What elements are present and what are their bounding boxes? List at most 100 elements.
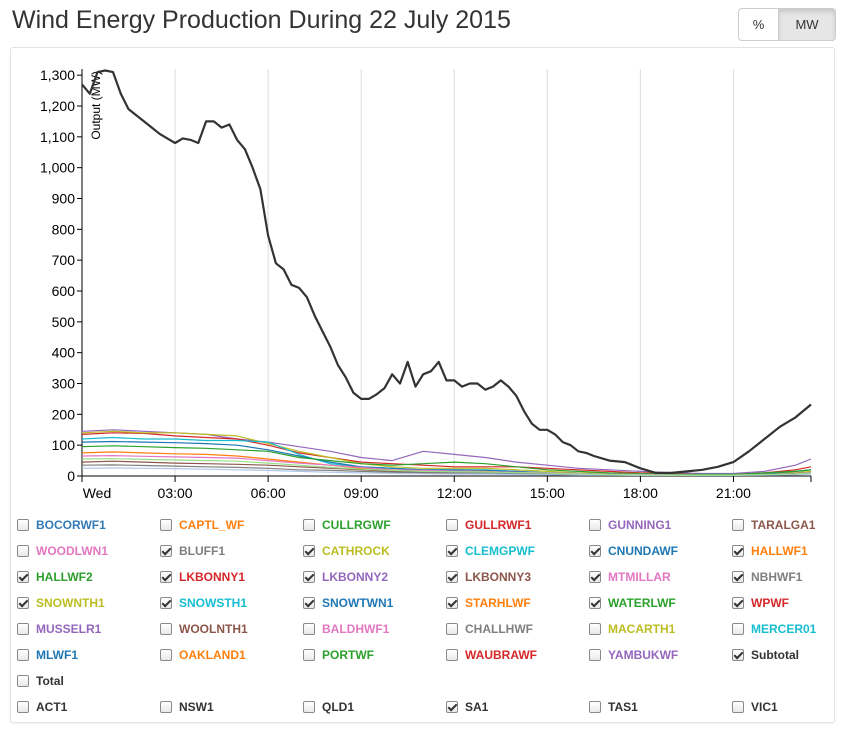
legend-item-gullrwf1[interactable]: GULLRWF1	[446, 518, 531, 532]
legend-checkbox[interactable]	[303, 597, 315, 609]
legend-item-snownth1[interactable]: SNOWNTH1	[17, 596, 105, 610]
legend-checkbox[interactable]	[17, 701, 29, 713]
legend-checkbox[interactable]	[303, 545, 315, 557]
legend-checkbox[interactable]	[446, 597, 458, 609]
legend-item-wpwf[interactable]: WPWF	[732, 596, 789, 610]
legend-label: CAPTL_WF	[179, 518, 245, 532]
legend-item-portwf[interactable]: PORTWF	[303, 648, 374, 662]
legend-checkbox[interactable]	[17, 519, 29, 531]
legend-checkbox[interactable]	[732, 545, 744, 557]
legend-checkbox[interactable]	[732, 597, 744, 609]
legend-item-starhlwf[interactable]: STARHLWF	[446, 596, 531, 610]
legend-checkbox[interactable]	[17, 623, 29, 635]
legend-checkbox[interactable]	[17, 545, 29, 557]
legend-checkbox[interactable]	[160, 545, 172, 557]
legend-item-tas1[interactable]: TAS1	[589, 700, 638, 714]
legend-checkbox[interactable]	[17, 597, 29, 609]
legend-checkbox[interactable]	[303, 571, 315, 583]
legend-checkbox[interactable]	[589, 623, 601, 635]
legend-item-nsw1[interactable]: NSW1	[160, 700, 214, 714]
legend-label: LKBONNY3	[465, 570, 532, 584]
legend-item-cnundawf[interactable]: CNUNDAWF	[589, 544, 678, 558]
legend-checkbox[interactable]	[732, 701, 744, 713]
legend-item-woodlwn1[interactable]: WOODLWN1	[17, 544, 108, 558]
legend-item-vic1[interactable]: VIC1	[732, 700, 778, 714]
wind-output-chart: 0 100 200 300 400 500 600 700 800 900 1,000 1,100 1,…	[40, 67, 812, 500]
legend-item-total[interactable]: Total	[17, 674, 64, 688]
legend-checkbox[interactable]	[160, 623, 172, 635]
legend-item-cathrock[interactable]: CATHROCK	[303, 544, 390, 558]
legend-checkbox[interactable]	[446, 701, 458, 713]
legend-checkbox[interactable]	[589, 545, 601, 557]
legend-item-mtmillar[interactable]: MTMILLAR	[589, 570, 671, 584]
legend-checkbox[interactable]	[160, 701, 172, 713]
x-tick-label: 09:00	[344, 485, 379, 500]
legend-item-sa1[interactable]: SA1	[446, 700, 488, 714]
mw-button[interactable]: MW	[779, 8, 836, 41]
legend-item-oakland1[interactable]: OAKLAND1	[160, 648, 246, 662]
legend-item-bocorwf1[interactable]: BOCORWF1	[17, 518, 106, 532]
legend-item-act1[interactable]: ACT1	[17, 700, 67, 714]
legend-checkbox[interactable]	[303, 519, 315, 531]
legend-item-mlwf1[interactable]: MLWF1	[17, 648, 78, 662]
legend-item-lkbonny1[interactable]: LKBONNY1	[160, 570, 245, 584]
legend-checkbox[interactable]	[589, 649, 601, 661]
legend-item-lkbonny2[interactable]: LKBONNY2	[303, 570, 388, 584]
legend-item-woolnth1[interactable]: WOOLNTH1	[160, 622, 248, 636]
legend-item-waubrawf[interactable]: WAUBRAWF	[446, 648, 537, 662]
legend-item-baldhwf1[interactable]: BALDHWF1	[303, 622, 389, 636]
legend-checkbox[interactable]	[160, 649, 172, 661]
legend-item-cullrgwf[interactable]: CULLRGWF	[303, 518, 391, 532]
legend-checkbox[interactable]	[446, 649, 458, 661]
legend-item-hallwf1[interactable]: HALLWF1	[732, 544, 808, 558]
legend-checkbox[interactable]	[732, 571, 744, 583]
legend-checkbox[interactable]	[589, 519, 601, 531]
percent-button[interactable]: %	[738, 8, 779, 41]
legend-checkbox[interactable]	[17, 649, 29, 661]
legend-checkbox[interactable]	[446, 623, 458, 635]
unit-toggle: % MW	[738, 8, 836, 41]
legend-item-hallwf2[interactable]: HALLWF2	[17, 570, 93, 584]
legend-checkbox[interactable]	[160, 571, 172, 583]
legend-item-snowtwn1[interactable]: SNOWTWN1	[303, 596, 393, 610]
legend-checkbox[interactable]	[17, 675, 29, 687]
legend-item-macarth1[interactable]: MACARTH1	[589, 622, 675, 636]
legend-checkbox[interactable]	[160, 519, 172, 531]
legend-checkbox[interactable]	[446, 571, 458, 583]
legend-item-mercer01[interactable]: MERCER01	[732, 622, 816, 636]
legend-item-qld1[interactable]: QLD1	[303, 700, 354, 714]
x-tick-label: 12:00	[437, 485, 472, 500]
legend-checkbox[interactable]	[17, 571, 29, 583]
legend-item-yambukwf[interactable]: YAMBUKWF	[589, 648, 678, 662]
legend-item-gunning1[interactable]: GUNNING1	[589, 518, 671, 532]
legend-checkbox[interactable]	[303, 623, 315, 635]
legend-checkbox[interactable]	[732, 623, 744, 635]
legend-checkbox[interactable]	[303, 649, 315, 661]
legend-item-waterlwf[interactable]: WATERLWF	[589, 596, 676, 610]
page-title: Wind Energy Production During 22 July 20…	[12, 6, 511, 34]
legend-item-clemgpwf[interactable]: CLEMGPWF	[446, 544, 535, 558]
legend-label: CLEMGPWF	[465, 544, 535, 558]
legend-checkbox[interactable]	[732, 519, 744, 531]
legend-checkbox[interactable]	[732, 649, 744, 661]
legend-item-subtotal[interactable]: Subtotal	[732, 648, 799, 662]
legend-item-taralga1[interactable]: TARALGA1	[732, 518, 815, 532]
series-line-cathrock	[81, 430, 812, 476]
legend-checkbox[interactable]	[446, 519, 458, 531]
legend-item-bluff1[interactable]: BLUFF1	[160, 544, 225, 558]
legend-item-musselr1[interactable]: MUSSELR1	[17, 622, 101, 636]
legend-item-captl-wf[interactable]: CAPTL_WF	[160, 518, 244, 532]
legend-label: GUNNING1	[608, 518, 672, 532]
legend-item-nbhwf1[interactable]: NBHWF1	[732, 570, 802, 584]
legend-label: MACARTH1	[608, 622, 676, 636]
legend-checkbox[interactable]	[446, 545, 458, 557]
legend-checkbox[interactable]	[589, 701, 601, 713]
legend-item-lkbonny3[interactable]: LKBONNY3	[446, 570, 531, 584]
legend-checkbox[interactable]	[589, 571, 601, 583]
legend-item-challhwf[interactable]: CHALLHWF	[446, 622, 533, 636]
legend-checkbox[interactable]	[160, 597, 172, 609]
legend-checkbox[interactable]	[303, 701, 315, 713]
legend-item-snowsth1[interactable]: SNOWSTH1	[160, 596, 247, 610]
legend-label: HALLWF1	[751, 544, 808, 558]
legend-checkbox[interactable]	[589, 597, 601, 609]
